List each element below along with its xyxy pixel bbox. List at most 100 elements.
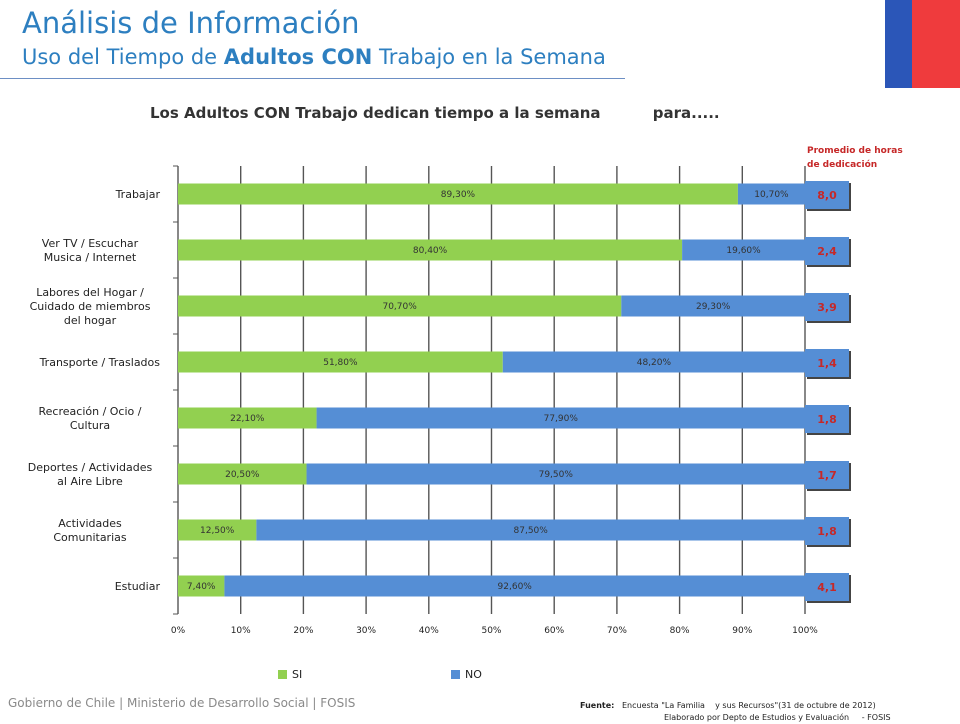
average-box xyxy=(805,293,849,321)
bar-si xyxy=(178,463,307,485)
data-label-no: 48,20% xyxy=(637,358,672,368)
legend-si-swatch xyxy=(278,670,287,679)
legend-no-swatch xyxy=(451,670,460,679)
data-label-no: 29,30% xyxy=(696,302,731,312)
bar-si xyxy=(178,183,738,205)
data-label-si: 70,70% xyxy=(382,302,417,312)
average-hours-value: 1,7 xyxy=(817,469,837,482)
data-label-no: 79,50% xyxy=(539,470,574,480)
category-label: Recreación / Ocio / Cultura xyxy=(39,405,142,432)
data-label-no: 77,90% xyxy=(544,414,579,424)
source-text: Encuesta "La Familia y sus Recursos"(31 … xyxy=(614,701,876,710)
average-hours-value: 1,8 xyxy=(817,413,837,426)
subtitle-pre: Uso del Tiempo de xyxy=(22,45,224,69)
source-line2: Elaborado por Depto de Estudios y Evalua… xyxy=(664,713,891,722)
x-tick-label: 70% xyxy=(607,626,627,636)
category-label-line: Deportes / Actividades xyxy=(28,461,153,474)
x-tick-label: 10% xyxy=(231,626,251,636)
average-box xyxy=(805,517,849,545)
bar-si xyxy=(178,575,225,597)
average-box xyxy=(805,349,849,377)
average-hours-value: 2,4 xyxy=(817,245,837,258)
subtitle-bold: Adultos CON xyxy=(223,45,373,69)
legend-no-label: NO xyxy=(465,668,482,681)
footer-ministry: Gobierno de Chile | Ministerio de Desarr… xyxy=(8,696,356,710)
data-label-no: 19,60% xyxy=(726,246,761,256)
x-tick-label: 60% xyxy=(544,626,564,636)
x-tick-label: 40% xyxy=(419,626,439,636)
average-hours-header-line2: de dedicación xyxy=(807,160,878,170)
data-label-si: 12,50% xyxy=(200,526,235,536)
average-hours-value: 1,4 xyxy=(817,357,837,370)
bar-si xyxy=(178,407,317,429)
source-note: Fuente: Encuesta "La Familia y sus Recur… xyxy=(580,700,891,724)
data-label-no: 10,70% xyxy=(754,190,789,200)
bar-si xyxy=(178,351,503,373)
data-label-si: 22,10% xyxy=(230,414,265,424)
page-subtitle: Uso del Tiempo de Adultos CON Trabajo en… xyxy=(22,45,606,69)
data-label-si: 7,40% xyxy=(187,582,216,592)
data-label-si: 20,50% xyxy=(225,470,260,480)
data-label-si: 51,80% xyxy=(323,358,358,368)
bar-no xyxy=(621,295,805,317)
bar-no xyxy=(316,407,805,429)
category-label-line: Cultura xyxy=(70,419,110,432)
bar-si xyxy=(178,295,622,317)
category-label-line: Cuidado de miembros xyxy=(30,300,151,313)
legend-si-label: SI xyxy=(292,668,303,681)
flag-red-stripe xyxy=(912,0,960,88)
data-label-no: 87,50% xyxy=(514,526,549,536)
legend-si: SI xyxy=(278,668,302,681)
category-label-line: Recreación / Ocio / xyxy=(39,405,142,418)
x-tick-label: 90% xyxy=(732,626,752,636)
average-box xyxy=(805,181,849,209)
data-label-si: 89,30% xyxy=(441,190,476,200)
average-box xyxy=(805,573,849,601)
x-tick-label: 80% xyxy=(670,626,690,636)
header-rule xyxy=(0,78,625,79)
average-hours-value: 1,8 xyxy=(817,525,837,538)
category-label-line: Estudiar xyxy=(115,580,161,593)
bar-no xyxy=(256,519,805,541)
bar-no xyxy=(306,463,805,485)
bar-no xyxy=(224,575,805,597)
category-label: Trabajar xyxy=(115,188,161,201)
bar-no xyxy=(502,351,805,373)
category-label-line: Labores del Hogar / xyxy=(36,286,144,299)
bar-si xyxy=(178,239,683,261)
category-label-line: del hogar xyxy=(64,314,117,327)
flag-blue-stripe xyxy=(885,0,912,88)
average-hours-value: 3,9 xyxy=(817,301,837,314)
subtitle-post: Trabajo en la Semana xyxy=(372,45,606,69)
x-tick-label: 30% xyxy=(356,626,376,636)
category-label: Ver TV / Escuchar Musica / Internet xyxy=(42,237,139,264)
x-tick-label: 100% xyxy=(792,626,818,636)
category-label: Actividades Comunitarias xyxy=(53,517,126,544)
data-label-no: 92,60% xyxy=(498,582,533,592)
category-label-line: Transporte / Traslados xyxy=(39,356,161,369)
category-label-line: Actividades xyxy=(58,517,122,530)
average-box xyxy=(805,405,849,433)
x-tick-label: 50% xyxy=(481,626,501,636)
category-label-line: Trabajar xyxy=(115,188,161,201)
average-box xyxy=(805,237,849,265)
bar-si xyxy=(178,519,257,541)
category-label: Estudiar xyxy=(115,580,161,593)
category-label-line: al Aire Libre xyxy=(57,475,123,488)
category-label: Labores del Hogar / Cuidado de miembros de… xyxy=(30,286,151,327)
category-label: Transporte / Traslados xyxy=(39,356,161,369)
stacked-bar-chart: 89,30% 10,70% Trabajar 8,0 80,40% 19,60% Ver T… xyxy=(28,165,851,636)
average-hours-header-line1: Promedio de horas xyxy=(807,146,903,156)
average-box xyxy=(805,461,849,489)
average-hours-header: Promedio de horas de dedicación xyxy=(807,144,903,172)
data-label-si: 80,40% xyxy=(413,246,448,256)
average-hours-value: 4,1 xyxy=(817,581,837,594)
x-tick-label: 20% xyxy=(293,626,313,636)
category-label-line: Comunitarias xyxy=(53,531,126,544)
legend-no: NO xyxy=(451,668,482,681)
page-title: Análisis de Información xyxy=(22,6,360,40)
average-hours-value: 8,0 xyxy=(817,189,837,202)
category-label-line: Musica / Internet xyxy=(44,251,137,264)
category-label: Deportes / Actividades al Aire Libre xyxy=(28,461,153,488)
bar-no xyxy=(682,239,805,261)
